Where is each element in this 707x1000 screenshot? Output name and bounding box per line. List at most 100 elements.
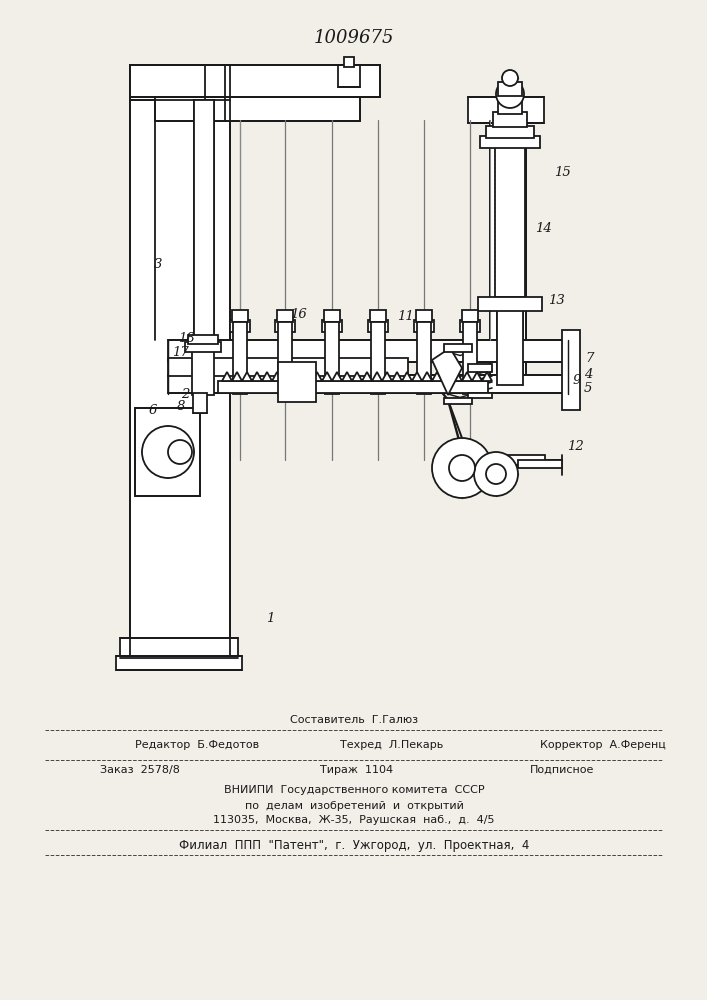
Circle shape bbox=[432, 438, 492, 498]
Bar bbox=[493, 112, 527, 127]
Polygon shape bbox=[342, 372, 352, 381]
Bar bbox=[370, 310, 386, 322]
Text: 113035,  Москва,  Ж-35,  Раушская  наб.,  д.  4/5: 113035, Москва, Ж-35, Раушская наб., д. … bbox=[214, 815, 495, 825]
Bar bbox=[193, 393, 207, 413]
Polygon shape bbox=[332, 372, 342, 381]
Bar bbox=[417, 322, 431, 394]
Polygon shape bbox=[292, 372, 302, 381]
Polygon shape bbox=[272, 372, 282, 381]
Bar bbox=[468, 364, 492, 372]
Text: Подписное: Подписное bbox=[530, 765, 595, 775]
Polygon shape bbox=[262, 372, 272, 381]
Circle shape bbox=[486, 464, 506, 484]
Bar bbox=[478, 297, 542, 311]
Text: 7: 7 bbox=[586, 352, 594, 364]
Bar bbox=[562, 330, 580, 410]
Bar bbox=[468, 97, 544, 123]
Bar bbox=[168, 375, 568, 393]
Text: Заказ  2578/8: Заказ 2578/8 bbox=[100, 765, 180, 775]
Text: 12: 12 bbox=[566, 440, 583, 454]
Bar bbox=[168, 358, 408, 376]
Text: ВНИИПИ  Государственного комитета  СССР: ВНИИПИ Государственного комитета СССР bbox=[223, 785, 484, 795]
Circle shape bbox=[142, 426, 194, 478]
Bar bbox=[371, 322, 385, 394]
Bar bbox=[486, 126, 534, 138]
Bar bbox=[155, 97, 360, 121]
Text: 1009675: 1009675 bbox=[314, 29, 395, 47]
Text: 15: 15 bbox=[554, 166, 571, 180]
Polygon shape bbox=[302, 372, 312, 381]
Bar bbox=[230, 320, 250, 332]
Text: по  делам  изобретений  и  открытий: по делам изобретений и открытий bbox=[245, 801, 463, 811]
Polygon shape bbox=[422, 372, 432, 381]
Text: 13: 13 bbox=[548, 294, 564, 306]
Bar bbox=[185, 342, 221, 352]
Bar bbox=[188, 335, 218, 344]
Polygon shape bbox=[482, 372, 492, 381]
Bar bbox=[324, 310, 340, 322]
Polygon shape bbox=[322, 372, 332, 381]
Bar bbox=[275, 320, 295, 332]
Polygon shape bbox=[452, 372, 462, 381]
Bar bbox=[338, 65, 360, 87]
Bar bbox=[194, 100, 214, 348]
Bar bbox=[278, 362, 316, 402]
Bar bbox=[277, 310, 293, 322]
Text: 16: 16 bbox=[290, 308, 306, 322]
Text: Редактор  Б.Федотов: Редактор Б.Федотов bbox=[135, 740, 259, 750]
Text: 9: 9 bbox=[573, 373, 581, 386]
Text: 14: 14 bbox=[534, 222, 551, 234]
Bar bbox=[168, 340, 568, 362]
Text: Филиал  ППП  "Патент",  г.  Ужгород,  ул.  Проектная,  4: Филиал ППП "Патент", г. Ужгород, ул. Про… bbox=[179, 838, 529, 852]
Text: 8: 8 bbox=[177, 400, 185, 414]
Bar bbox=[120, 638, 238, 658]
Polygon shape bbox=[312, 372, 322, 381]
Polygon shape bbox=[352, 372, 362, 381]
Bar bbox=[495, 145, 525, 297]
Bar bbox=[460, 320, 480, 332]
Polygon shape bbox=[382, 372, 392, 381]
Polygon shape bbox=[402, 372, 412, 381]
Bar bbox=[414, 320, 434, 332]
Polygon shape bbox=[432, 348, 462, 395]
Bar bbox=[498, 98, 522, 114]
Bar bbox=[468, 393, 492, 398]
Bar bbox=[192, 345, 214, 395]
Bar bbox=[462, 310, 478, 322]
Bar bbox=[497, 295, 523, 385]
Circle shape bbox=[449, 455, 475, 481]
Polygon shape bbox=[232, 372, 242, 381]
Text: 17: 17 bbox=[172, 347, 188, 360]
Bar bbox=[445, 455, 545, 465]
Text: 5: 5 bbox=[584, 382, 592, 395]
Text: 1: 1 bbox=[266, 611, 274, 624]
Circle shape bbox=[502, 70, 518, 86]
Circle shape bbox=[168, 440, 192, 464]
Bar bbox=[344, 57, 354, 67]
Text: Техред  Л.Пекарь: Техред Л.Пекарь bbox=[340, 740, 443, 750]
Bar bbox=[480, 136, 540, 148]
Polygon shape bbox=[472, 372, 482, 381]
Polygon shape bbox=[392, 372, 402, 381]
Polygon shape bbox=[432, 372, 442, 381]
Text: 4: 4 bbox=[584, 367, 592, 380]
Bar bbox=[130, 65, 230, 655]
Bar bbox=[325, 322, 339, 394]
Text: 18: 18 bbox=[177, 332, 194, 344]
Circle shape bbox=[496, 80, 524, 108]
Polygon shape bbox=[222, 372, 232, 381]
Bar bbox=[232, 310, 248, 322]
Bar bbox=[416, 310, 432, 322]
Bar bbox=[463, 322, 477, 394]
Bar bbox=[278, 322, 292, 394]
Text: 3: 3 bbox=[154, 258, 162, 271]
Polygon shape bbox=[462, 372, 472, 381]
Bar bbox=[130, 65, 230, 100]
Text: 11: 11 bbox=[397, 310, 414, 322]
Polygon shape bbox=[242, 372, 252, 381]
Polygon shape bbox=[252, 372, 262, 381]
Polygon shape bbox=[412, 372, 422, 381]
Bar bbox=[498, 82, 522, 96]
Bar bbox=[444, 344, 472, 352]
Bar bbox=[322, 320, 342, 332]
